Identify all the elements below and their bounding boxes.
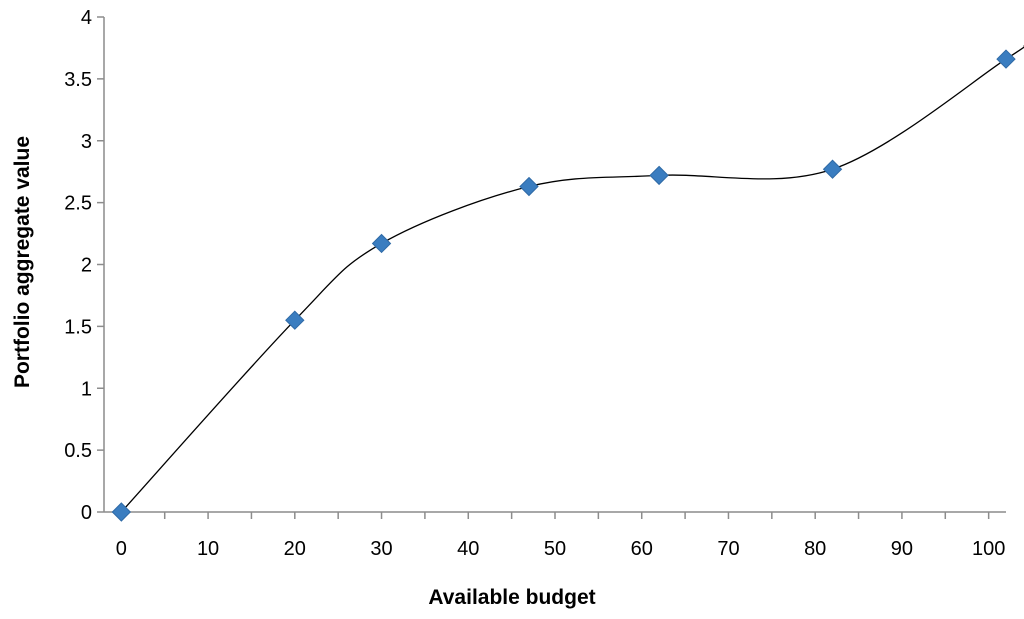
y-tick-label: 0.5 — [64, 440, 92, 462]
x-tick-label: 70 — [717, 538, 739, 560]
y-tick-label: 0 — [81, 502, 92, 524]
data-point — [285, 310, 305, 330]
x-tick-label: 100 — [972, 538, 1005, 560]
data-point — [822, 159, 843, 179]
x-axis-title: Available budget — [428, 586, 595, 609]
x-tick-label: 60 — [631, 538, 653, 560]
data-points — [111, 49, 1016, 522]
x-tick-label: 30 — [370, 538, 392, 560]
data-point — [996, 49, 1016, 69]
data-point — [111, 502, 132, 522]
data-point — [371, 233, 392, 254]
x-tick-label: 40 — [457, 538, 479, 560]
y-tick-label: 4 — [81, 7, 92, 29]
y-tick-label: 3.5 — [64, 69, 92, 91]
data-point — [649, 165, 669, 186]
y-tick-label: 3 — [81, 131, 92, 153]
x-tick-label: 20 — [284, 538, 306, 560]
trendline-curve — [120, 45, 1024, 513]
y-tick-label: 2.5 — [64, 193, 92, 215]
x-tick-label: 50 — [544, 538, 566, 560]
trendline — [120, 45, 1024, 513]
y-tick-label: 1 — [81, 378, 92, 400]
y-tick-label: 2 — [81, 255, 92, 277]
ticks — [97, 16, 990, 519]
data-point — [519, 176, 539, 197]
axes — [103, 17, 1006, 513]
x-tick-label: 80 — [804, 538, 826, 560]
y-tick-label: 1.5 — [64, 316, 92, 338]
tick-labels: 00.511.522.533.540 10 20 30 40 50 60 70 80 90 100 — [64, 7, 1005, 560]
x-tick-label: 90 — [891, 538, 913, 560]
x-tick-label: 10 — [197, 538, 219, 560]
x-tick-label: 0 — [116, 538, 127, 560]
y-axis-title: Portfolio aggregate value — [11, 136, 34, 388]
